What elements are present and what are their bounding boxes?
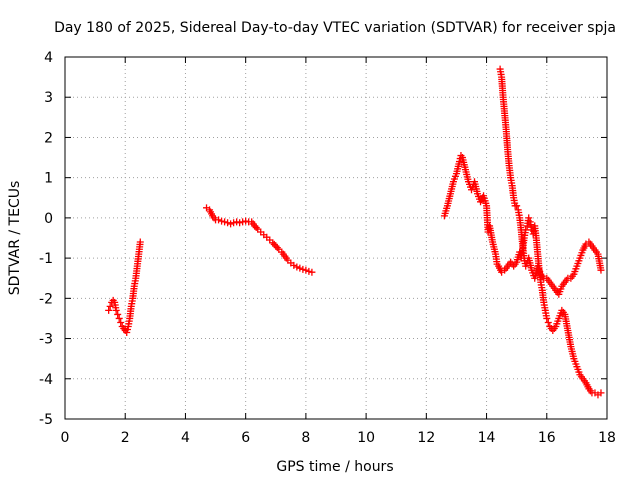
x-tick-label: 10 (357, 430, 375, 446)
data-point (112, 306, 120, 314)
data-point (308, 268, 316, 276)
y-tick-label: -4 (39, 372, 53, 388)
data-point (455, 158, 463, 166)
data-point (230, 219, 238, 227)
data-point (123, 326, 131, 334)
data-point (252, 224, 260, 232)
data-point (221, 218, 229, 226)
x-tick-label: 6 (241, 430, 250, 446)
data-point (215, 216, 223, 224)
data-point (115, 314, 123, 322)
data-point (106, 302, 114, 310)
y-tick-label: 2 (44, 130, 53, 146)
y-tick-label: -3 (39, 332, 53, 348)
data-point (251, 222, 259, 230)
data-point (224, 219, 232, 227)
y-tick-label: 4 (44, 50, 53, 66)
data-point (123, 329, 131, 337)
y-tick-label: 1 (44, 171, 53, 187)
data-point (117, 318, 125, 326)
plot-frame (64, 56, 608, 420)
data-point (485, 225, 493, 233)
data-point (293, 263, 301, 271)
y-tick-label: -2 (39, 291, 53, 307)
y-tick-label: -1 (39, 251, 53, 267)
x-tick-label: 12 (417, 430, 435, 446)
data-point (236, 219, 244, 227)
data-point (597, 266, 605, 274)
data-point (513, 202, 521, 210)
data-point (233, 218, 241, 226)
x-tick-label: 14 (478, 430, 496, 446)
x-tick-label: 2 (121, 430, 130, 446)
data-markers (105, 65, 605, 399)
data-point (525, 214, 533, 222)
data-point (270, 240, 278, 248)
data-point (273, 244, 281, 252)
x-tick-label: 8 (301, 430, 310, 446)
x-tick-label: 16 (538, 430, 556, 446)
data-point (543, 314, 551, 322)
y-tick-label: 0 (44, 211, 53, 227)
data-point (242, 217, 250, 225)
data-point (239, 218, 247, 226)
data-point (544, 318, 552, 326)
data-point (227, 220, 235, 228)
x-tick-label: 4 (181, 430, 190, 446)
x-axis-label: GPS time / hours (276, 459, 393, 475)
x-tick-label: 18 (598, 430, 616, 446)
y-tick-label: -5 (39, 412, 53, 428)
data-point (114, 310, 122, 318)
data-point (269, 239, 277, 247)
grid-lines (64, 56, 608, 420)
data-point (136, 238, 144, 246)
data-point (305, 267, 313, 275)
data-point (105, 306, 113, 314)
data-point (218, 217, 226, 225)
data-point (299, 265, 307, 273)
x-tick-label: 0 (61, 430, 70, 446)
chart-title: Day 180 of 2025, Sidereal Day-to-day VTE… (54, 20, 616, 36)
data-point (597, 389, 605, 397)
x-tick-labels: 0 2 4 6 8 10 12 14 16 18 (61, 430, 616, 446)
y-tick-label: 3 (44, 90, 53, 106)
data-point (302, 266, 310, 274)
data-point (296, 264, 304, 272)
data-point (290, 261, 298, 269)
y-axis-label: SDTVAR / TECUs (7, 181, 23, 296)
data-point (272, 242, 280, 250)
y-tick-labels: -5 -4 -3 -2 -1 0 1 2 3 4 (39, 50, 53, 428)
